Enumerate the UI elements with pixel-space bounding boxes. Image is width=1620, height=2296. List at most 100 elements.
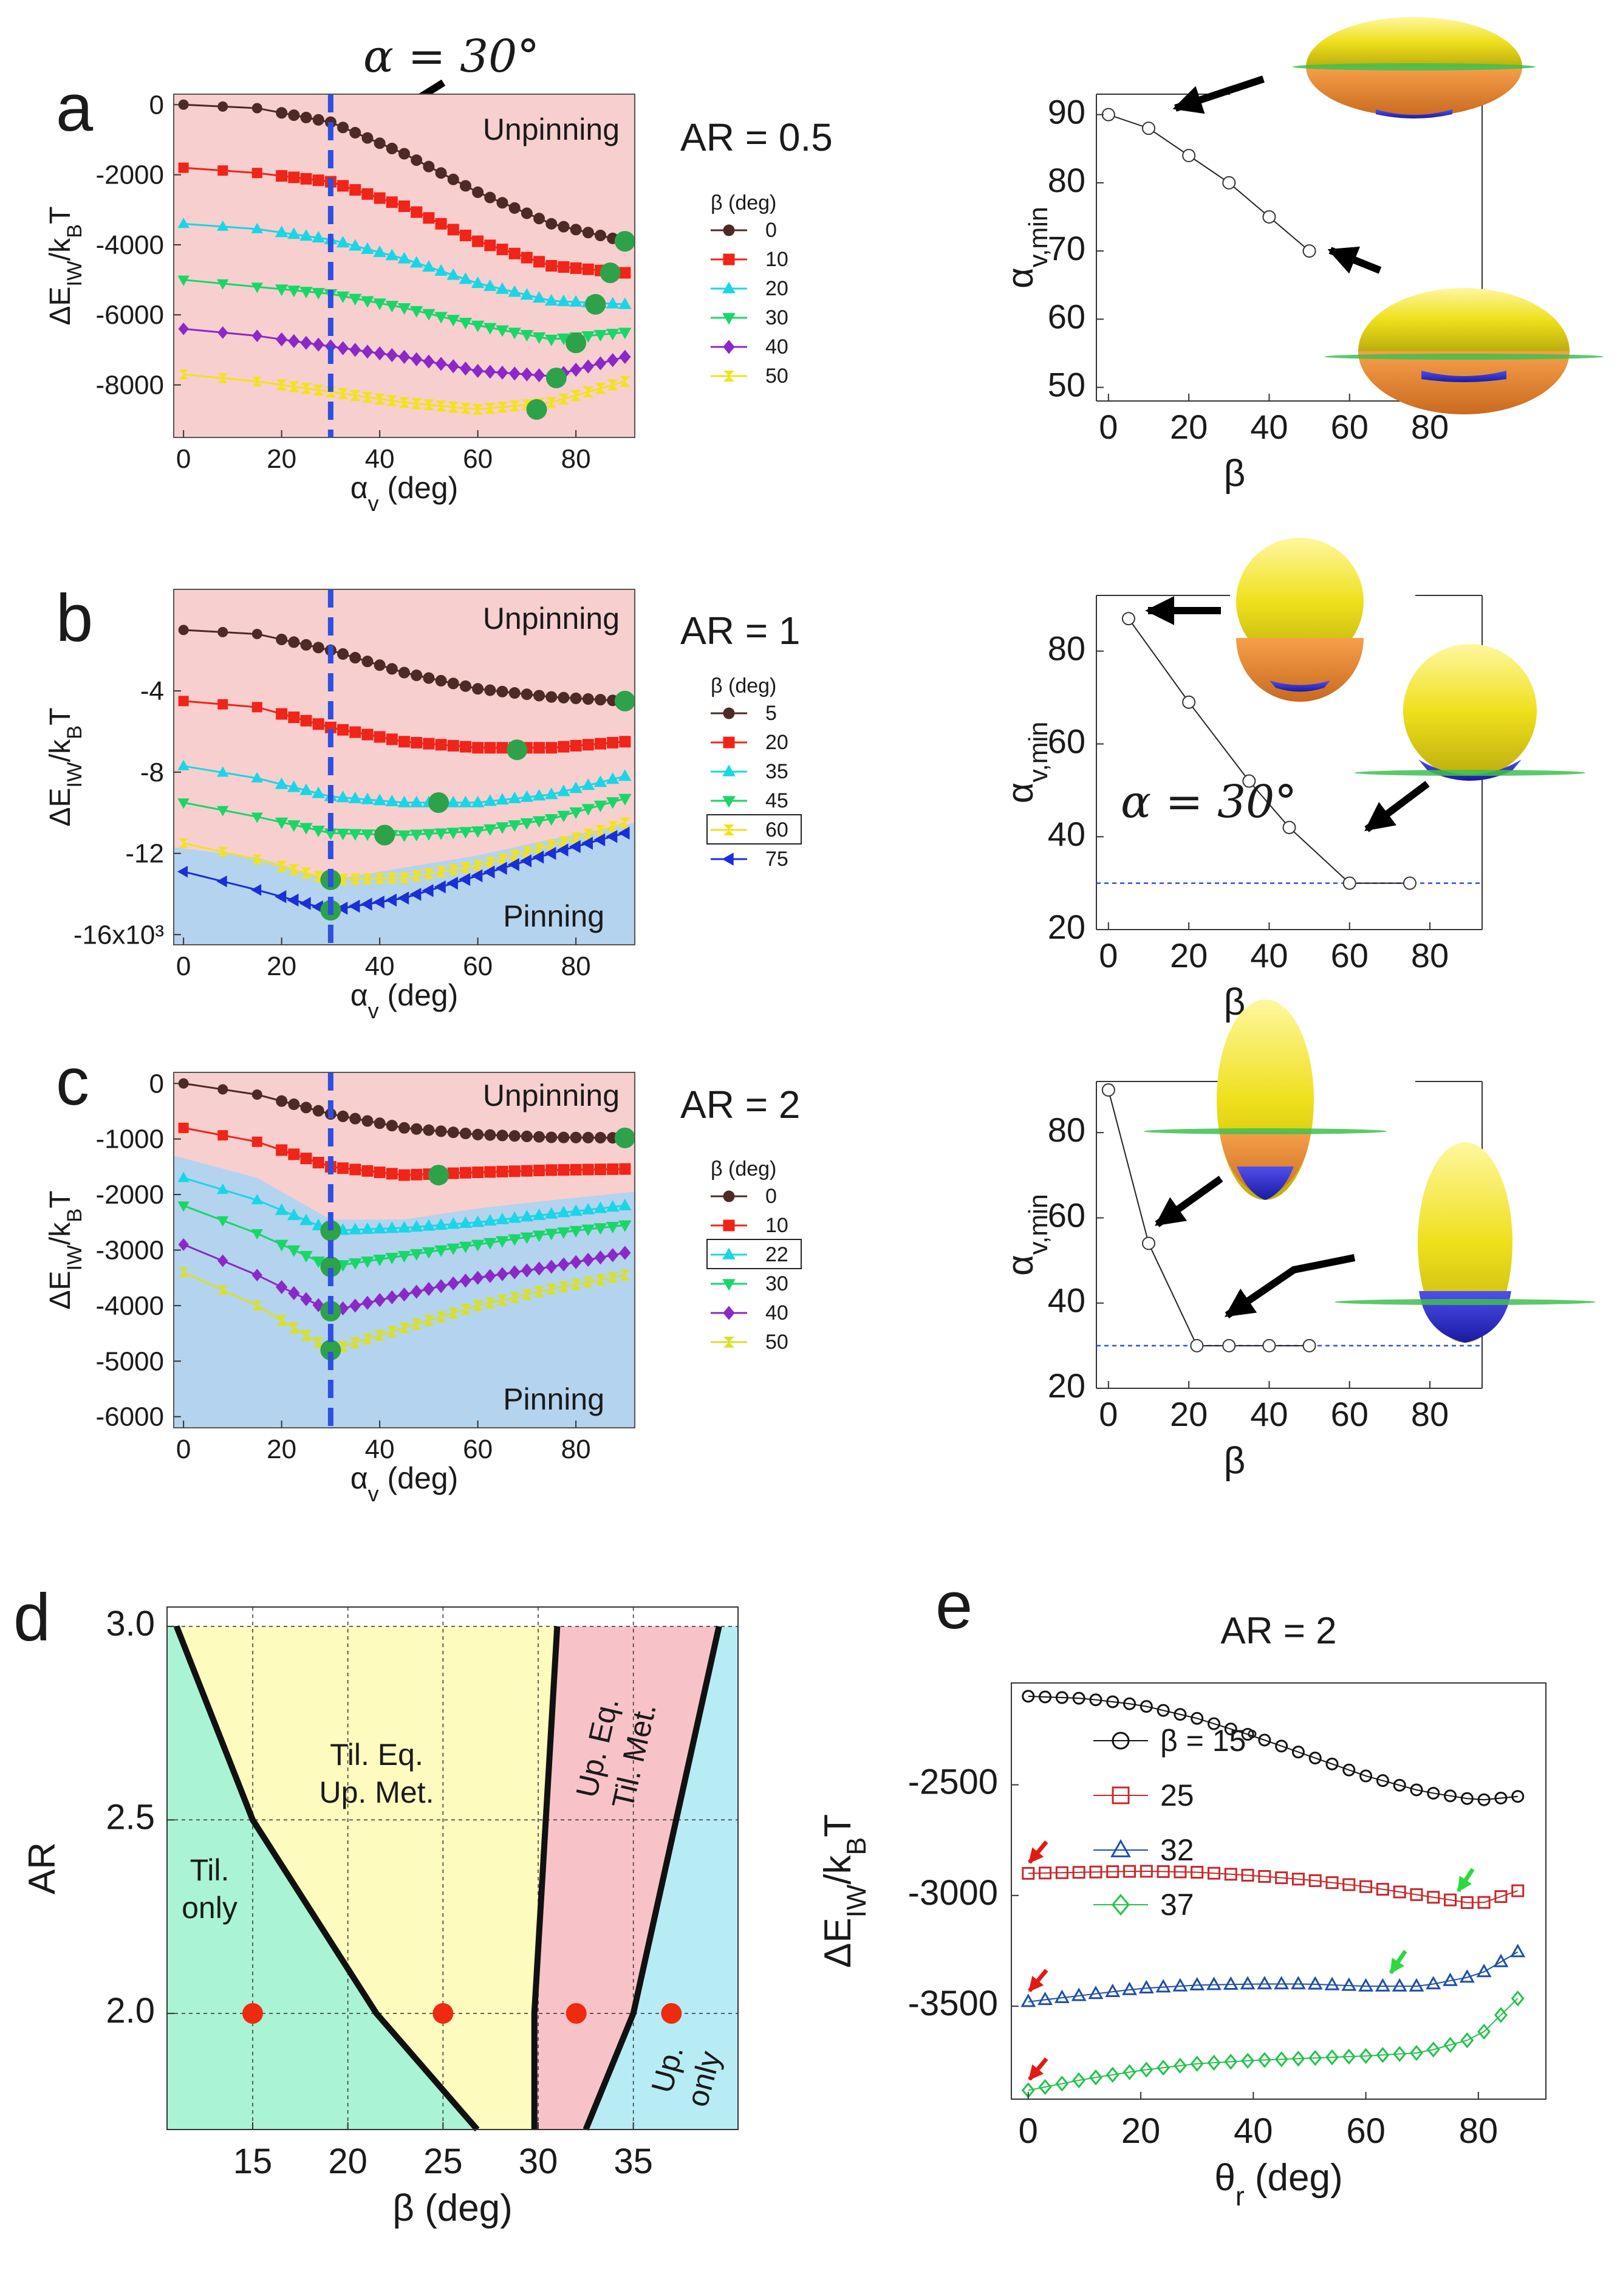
data-point xyxy=(1443,2037,1457,2053)
legend-marker xyxy=(723,824,734,835)
legend-label: 30 xyxy=(765,1272,788,1295)
data-point xyxy=(1138,1979,1154,1993)
data-point xyxy=(386,395,398,406)
data-point-top xyxy=(583,828,594,834)
data-point xyxy=(519,854,532,868)
data-point xyxy=(312,174,324,187)
data-point xyxy=(288,711,300,724)
data-point xyxy=(1494,1791,1508,1804)
data-point xyxy=(177,218,190,228)
data-point xyxy=(593,775,607,787)
data-point xyxy=(593,1201,607,1213)
data-point xyxy=(1222,176,1236,190)
data-point xyxy=(593,330,607,342)
x-axis-title-part: (deg) xyxy=(379,471,459,505)
data-point xyxy=(398,1322,410,1334)
data-point xyxy=(459,230,471,242)
data-point xyxy=(484,1214,497,1226)
data-point xyxy=(619,375,631,387)
data-point-top xyxy=(619,375,631,382)
data-point xyxy=(472,186,484,198)
y-axis-title-part: ΔE xyxy=(44,787,77,826)
data-point-top xyxy=(411,1318,422,1324)
data-point xyxy=(251,283,263,293)
legend-label: β = 15° xyxy=(1160,1724,1258,1758)
data-point-bottom xyxy=(374,878,386,884)
legend-label: 0 xyxy=(765,1185,777,1208)
data-point xyxy=(459,1128,471,1140)
data-point xyxy=(288,636,300,648)
data-point xyxy=(1342,2048,1356,2065)
data-point-top xyxy=(533,843,545,849)
data-point xyxy=(1022,1690,1035,1703)
chart-a-inset: 0 20 40 60 80 50 60 70 80 90 β αv,min xyxy=(1000,93,1483,495)
data-point xyxy=(336,291,350,303)
data-point xyxy=(288,109,300,122)
plot-frame xyxy=(173,589,635,945)
data-point-bottom xyxy=(460,867,471,873)
data-point xyxy=(1460,1896,1474,1909)
data-point xyxy=(276,633,288,645)
data-point xyxy=(1038,2078,1052,2096)
data-point-top xyxy=(484,1297,496,1303)
data-point xyxy=(1376,1883,1389,1896)
green-arrow xyxy=(1389,1950,1407,1975)
data-point xyxy=(484,402,496,414)
data-point-bottom xyxy=(411,1324,422,1330)
data-point xyxy=(446,828,460,840)
data-point xyxy=(521,688,533,701)
data-point xyxy=(1157,1704,1170,1717)
data-point xyxy=(411,870,422,882)
x-tick-label: 80 xyxy=(561,951,591,981)
data-point xyxy=(569,807,583,819)
data-point xyxy=(1342,876,1356,890)
data-point xyxy=(606,329,620,341)
series-50 xyxy=(179,1267,631,1361)
data-point xyxy=(1182,695,1196,709)
data-point xyxy=(251,1229,263,1240)
data-point xyxy=(1157,2060,1171,2076)
data-point xyxy=(398,397,410,408)
data-point xyxy=(570,1163,582,1176)
state-point xyxy=(432,2003,454,2024)
phase-boundary-2 xyxy=(531,1626,561,2130)
data-point xyxy=(508,285,521,297)
legend-marker xyxy=(1112,1894,1130,1916)
y-tick-label: 20 xyxy=(1048,908,1085,946)
data-point-top xyxy=(448,402,459,408)
legend: β (deg) 0 10 20 30 40 50 xyxy=(711,191,788,388)
data-point-top xyxy=(276,379,287,385)
data-point xyxy=(275,1203,289,1215)
data-point xyxy=(337,180,349,192)
data-point xyxy=(177,866,188,878)
data-point xyxy=(1123,1865,1136,1878)
data-point xyxy=(275,777,289,789)
data-point xyxy=(299,1213,313,1225)
particle-illustration-b2 xyxy=(1355,644,1585,781)
x-tick-label: 60 xyxy=(1331,936,1369,975)
data-point-bottom xyxy=(398,1328,410,1334)
data-point-bottom xyxy=(325,392,337,398)
data-point xyxy=(1375,1978,1390,1992)
data-point xyxy=(607,1163,619,1175)
data-point xyxy=(532,816,546,828)
data-point xyxy=(397,830,411,842)
data-point xyxy=(348,239,362,251)
data-point-top xyxy=(595,1274,606,1280)
data-point xyxy=(179,1267,189,1278)
x-tick-label: 40 xyxy=(365,1434,395,1464)
legend-marker xyxy=(722,281,736,293)
data-point xyxy=(447,1126,459,1139)
data-point xyxy=(300,715,312,727)
y-tick-label: -3000 xyxy=(95,1236,164,1266)
data-point xyxy=(337,388,349,399)
data-point-bottom xyxy=(179,374,189,380)
data-point xyxy=(521,207,533,219)
data-point-top xyxy=(411,398,422,404)
data-point xyxy=(398,1122,410,1134)
legend-label: 0 xyxy=(765,219,777,242)
data-point-top xyxy=(398,872,410,878)
data-point xyxy=(1376,2047,1390,2063)
legend-label: 45 xyxy=(765,789,788,812)
data-point xyxy=(336,902,348,915)
